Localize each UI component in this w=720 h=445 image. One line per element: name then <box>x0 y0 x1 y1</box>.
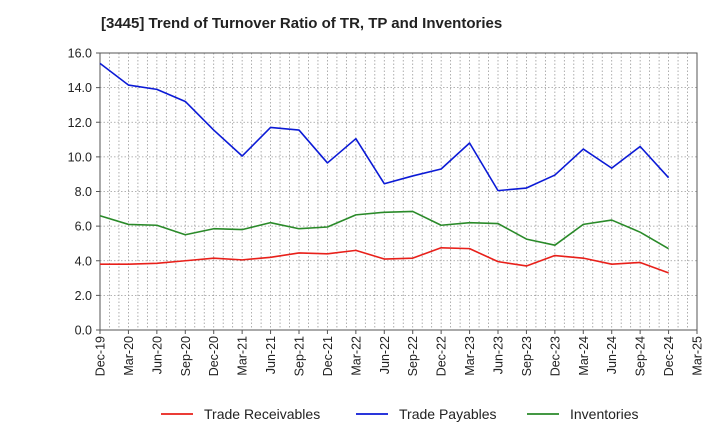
y-tick-label: 0.0 <box>75 324 92 338</box>
x-tick-label: Sep-22 <box>406 336 420 376</box>
y-tick-label: 16.0 <box>68 47 92 61</box>
y-tick-label: 8.0 <box>75 185 92 199</box>
x-tick-label: Jun-22 <box>378 336 392 374</box>
y-tick-label: 12.0 <box>68 116 92 130</box>
y-tick-label: 4.0 <box>75 254 92 268</box>
legend-label: Trade Payables <box>399 406 497 422</box>
x-tick-label: Jun-23 <box>492 336 506 374</box>
x-tick-label: Sep-21 <box>293 336 307 376</box>
x-tick-label: Dec-23 <box>548 336 562 376</box>
y-tick-label: 2.0 <box>75 289 92 303</box>
x-tick-label: Jun-24 <box>605 336 619 374</box>
series-line-trade-receivables <box>100 246 669 274</box>
x-tick-label: Sep-24 <box>634 336 648 376</box>
series-line-inventories <box>99 210 669 250</box>
x-tick-label: Mar-20 <box>122 336 136 376</box>
x-tick-label: Mar-25 <box>691 336 705 376</box>
legend-item: Trade Payables <box>356 406 497 422</box>
x-tick-label: Mar-23 <box>463 336 477 376</box>
legend-item: Inventories <box>527 406 638 422</box>
x-tick-label: Dec-21 <box>321 336 335 376</box>
x-tick-label: Jun-20 <box>150 336 164 374</box>
x-tick-label: Mar-24 <box>577 336 591 376</box>
legend-label: Inventories <box>570 406 638 422</box>
x-tick-label: Dec-22 <box>435 336 449 376</box>
x-tick-label: Sep-20 <box>179 336 193 376</box>
x-tick-label: Dec-19 <box>94 336 108 376</box>
chart-title: [3445] Trend of Turnover Ratio of TR, TP… <box>101 15 503 32</box>
y-tick-label: 10.0 <box>68 150 92 164</box>
x-tick-label: Mar-21 <box>236 336 250 376</box>
x-tick-label: Dec-20 <box>207 336 221 376</box>
legend-item: Trade Receivables <box>161 406 320 422</box>
x-tick-label: Mar-22 <box>349 336 363 376</box>
x-tick-label: Jun-21 <box>264 336 278 374</box>
y-tick-label: 14.0 <box>68 81 92 95</box>
y-tick-label: 6.0 <box>75 220 92 234</box>
legend-label: Trade Receivables <box>204 406 320 422</box>
series-line-trade-payables <box>99 62 670 192</box>
x-tick-label: Sep-23 <box>520 336 534 376</box>
x-tick-label: Dec-24 <box>662 336 676 376</box>
